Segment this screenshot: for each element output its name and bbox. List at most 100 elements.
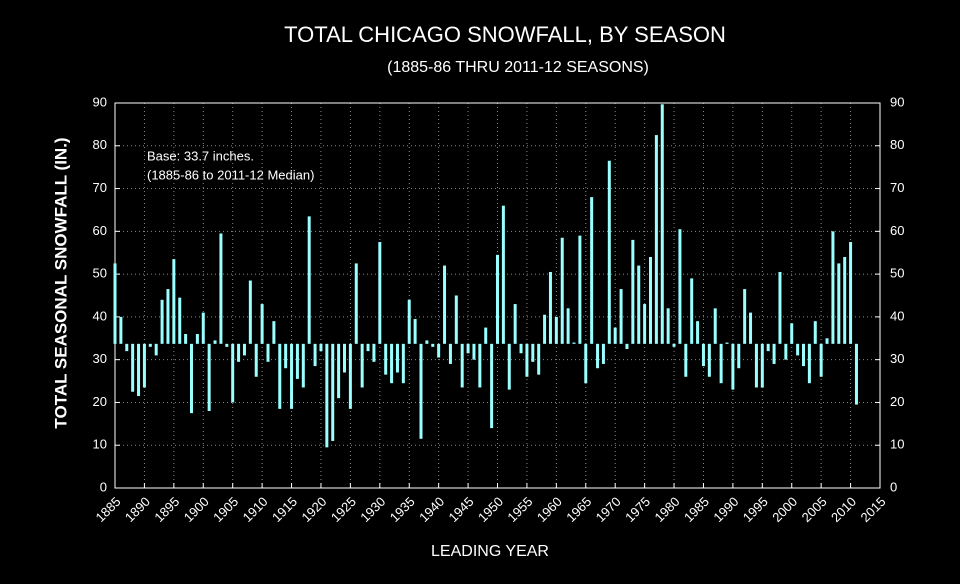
- bar: [743, 289, 747, 344]
- y2-tick-label: 20: [890, 394, 904, 409]
- y2-tick-label: 0: [890, 479, 897, 494]
- y2-tick-label: 80: [890, 137, 904, 152]
- bar: [554, 316, 558, 344]
- bar: [419, 343, 423, 439]
- bar: [343, 343, 346, 373]
- bar: [543, 314, 547, 344]
- bar: [472, 343, 476, 360]
- bar: [195, 334, 199, 344]
- bar: [231, 343, 235, 403]
- bar: [248, 280, 252, 344]
- bar: [372, 343, 376, 362]
- bar: [649, 257, 652, 344]
- bar: [613, 327, 617, 344]
- bar: [666, 308, 670, 344]
- bar: [378, 242, 382, 344]
- bar: [454, 295, 458, 344]
- bar: [513, 304, 517, 344]
- bar: [366, 343, 370, 352]
- bar: [413, 319, 417, 344]
- bar: [395, 343, 399, 373]
- bar: [184, 334, 188, 344]
- bar: [254, 343, 258, 377]
- bar: [154, 343, 158, 356]
- bar: [313, 343, 317, 367]
- bar: [284, 343, 288, 369]
- bar: [219, 233, 223, 344]
- bar: [172, 259, 176, 344]
- bar: [819, 343, 823, 377]
- bar: [843, 257, 847, 344]
- bar: [225, 343, 229, 347]
- chart-title: TOTAL CHICAGO SNOWFALL, BY SEASON: [284, 22, 726, 47]
- bar: [660, 104, 664, 344]
- bar: [854, 343, 858, 405]
- bar: [484, 327, 488, 344]
- bar: [584, 343, 588, 384]
- bar: [643, 304, 647, 344]
- bar: [807, 343, 811, 384]
- y-tick-label: 70: [93, 180, 107, 195]
- bar: [802, 343, 805, 367]
- y2-tick-label: 60: [890, 223, 904, 238]
- bar: [443, 265, 447, 344]
- bar: [466, 343, 470, 354]
- bar: [384, 343, 388, 375]
- bar: [548, 271, 552, 344]
- bar: [507, 343, 511, 390]
- bar: [131, 343, 135, 392]
- bar: [460, 343, 464, 388]
- bar: [260, 304, 264, 344]
- bar: [160, 299, 164, 344]
- bar: [360, 343, 364, 388]
- bar: [572, 342, 576, 344]
- bar: [496, 254, 499, 344]
- bar: [831, 231, 835, 344]
- bar: [707, 343, 711, 377]
- bar: [596, 343, 600, 369]
- bar: [142, 343, 146, 388]
- y-tick-label: 30: [93, 351, 107, 366]
- bar: [760, 343, 764, 388]
- bar: [237, 343, 241, 362]
- bar: [207, 343, 211, 411]
- bar: [119, 316, 123, 344]
- bar: [754, 343, 758, 388]
- y-tick-label: 40: [93, 308, 107, 323]
- bar: [213, 340, 217, 344]
- bar: [519, 343, 523, 354]
- bar: [390, 343, 394, 384]
- annotation: (1885-86 to 2011-12 Median): [147, 167, 314, 182]
- bar: [307, 216, 311, 344]
- bar: [719, 343, 723, 384]
- bar: [849, 242, 853, 344]
- bar: [431, 343, 435, 347]
- bar: [790, 323, 794, 344]
- bar: [578, 235, 582, 344]
- bar: [448, 343, 452, 364]
- bar: [348, 343, 352, 409]
- bar: [825, 338, 829, 344]
- y-tick-label: 20: [93, 394, 107, 409]
- bar: [696, 321, 700, 344]
- bar: [713, 308, 717, 344]
- bar: [566, 308, 570, 344]
- bar: [766, 343, 770, 352]
- bar: [772, 343, 776, 364]
- y-axis-label: TOTAL SEASONAL SNOWFALL (IN.): [51, 137, 70, 428]
- bar: [678, 229, 682, 344]
- y2-tick-label: 70: [890, 180, 904, 195]
- bar: [490, 343, 494, 429]
- bar: [178, 297, 182, 344]
- bar: [537, 343, 541, 375]
- y2-tick-label: 50: [890, 266, 904, 281]
- bar: [813, 321, 817, 344]
- bar: [266, 343, 270, 362]
- bar: [525, 343, 529, 377]
- bar: [148, 343, 152, 347]
- bar: [325, 343, 329, 448]
- bar: [401, 343, 405, 384]
- y-tick-label: 60: [93, 223, 107, 238]
